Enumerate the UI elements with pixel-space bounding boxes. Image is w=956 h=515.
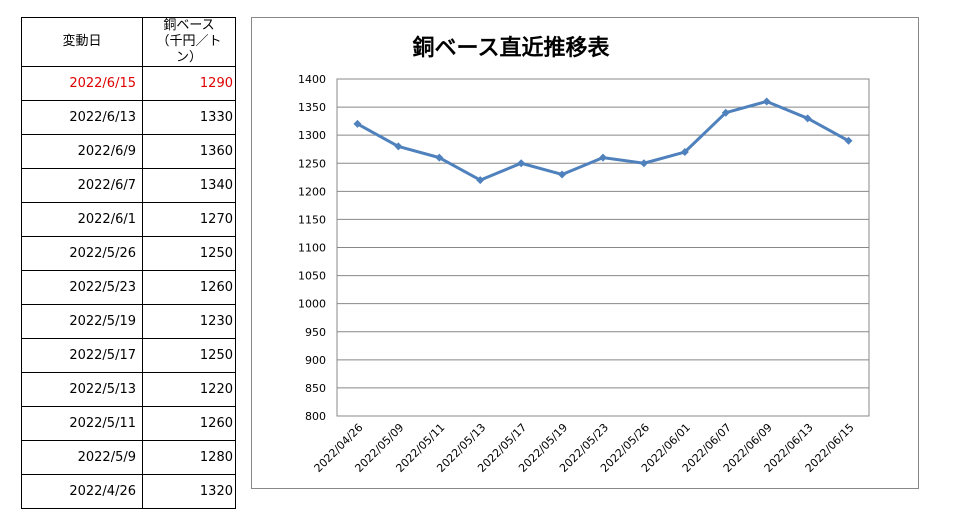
table-row: 2022/6/15 1290 (21, 66, 236, 101)
row-date: 2022/5/13 (21, 372, 143, 407)
header-value: 銅ベース （千円／トン） (142, 17, 236, 67)
row-date: 2022/6/9 (21, 134, 143, 169)
table-body: 2022/6/15 1290 2022/6/13 1330 2022/6/9 1360 20… (21, 66, 236, 509)
row-date: 2022/5/23 (21, 270, 143, 305)
row-date: 2022/5/19 (21, 304, 143, 339)
table-row: 2022/5/17 1250 (21, 338, 236, 373)
table-row: 2022/6/9 1360 (21, 134, 236, 169)
table-row: 2022/6/1 1270 (21, 202, 236, 237)
chart-title: 銅ベース直近推移表 (412, 36, 610, 61)
header-value-line1: 銅ベース (163, 18, 215, 33)
price-table: 変動日 銅ベース （千円／トン） 2022/6/15 1290 2022/6/13 1… (21, 17, 236, 509)
row-value: 1340 (142, 168, 236, 203)
row-value: 1320 (142, 474, 236, 509)
table-row: 2022/5/19 1230 (21, 304, 236, 339)
row-value: 1280 (142, 440, 236, 475)
row-value: 1360 (142, 134, 236, 169)
row-date: 2022/5/17 (21, 338, 143, 373)
table-row: 2022/5/11 1260 (21, 406, 236, 441)
table-row: 2022/6/7 1340 (21, 168, 236, 203)
table-row: 2022/5/9 1280 (21, 440, 236, 475)
row-date: 2022/6/13 (21, 100, 143, 135)
chart-area (251, 17, 919, 489)
table-row: 2022/5/26 1250 (21, 236, 236, 271)
row-value: 1270 (142, 202, 236, 237)
row-date: 2022/5/9 (21, 440, 143, 475)
row-date: 2022/6/15 (21, 66, 143, 101)
row-value: 1260 (142, 406, 236, 441)
row-value: 1260 (142, 270, 236, 305)
table-header-row: 変動日 銅ベース （千円／トン） (21, 17, 236, 67)
row-date: 2022/6/7 (21, 168, 143, 203)
row-date: 2022/5/26 (21, 236, 143, 271)
row-value: 1250 (142, 338, 236, 373)
row-value: 1250 (142, 236, 236, 271)
table-row: 2022/6/13 1330 (21, 100, 236, 135)
row-value: 1330 (142, 100, 236, 135)
row-date: 2022/6/1 (21, 202, 143, 237)
table-row: 2022/5/23 1260 (21, 270, 236, 305)
row-value: 1220 (142, 372, 236, 407)
row-date: 2022/4/26 (21, 474, 143, 509)
table-row: 2022/5/13 1220 (21, 372, 236, 407)
row-value: 1290 (142, 66, 236, 101)
row-value: 1230 (142, 304, 236, 339)
header-value-line2: （千円／トン） (156, 34, 222, 65)
header-date: 変動日 (21, 17, 143, 67)
row-date: 2022/5/11 (21, 406, 143, 441)
table-row: 2022/4/26 1320 (21, 474, 236, 509)
